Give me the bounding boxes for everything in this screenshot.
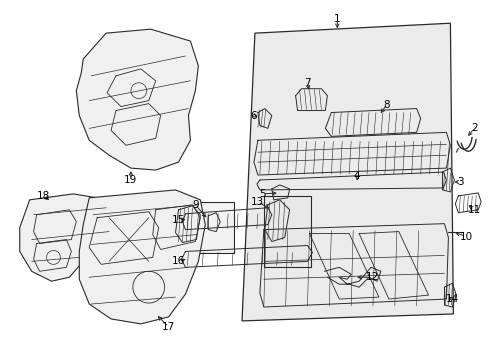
Bar — [264, 196, 311, 267]
Polygon shape — [76, 29, 198, 170]
Text: 13: 13 — [251, 197, 264, 207]
Polygon shape — [242, 23, 452, 321]
Text: 18: 18 — [37, 191, 50, 201]
Bar — [172, 202, 234, 253]
Text: 7: 7 — [304, 78, 310, 88]
Text: 16: 16 — [172, 256, 185, 266]
Text: 15: 15 — [172, 215, 185, 225]
Text: 1: 1 — [333, 14, 340, 24]
Text: 19: 19 — [124, 175, 137, 185]
Text: 5: 5 — [259, 189, 265, 199]
Polygon shape — [20, 194, 116, 281]
Text: 2: 2 — [470, 123, 477, 134]
Text: 4: 4 — [353, 171, 360, 181]
Text: 14: 14 — [445, 294, 458, 304]
Text: 8: 8 — [383, 100, 389, 109]
Text: 6: 6 — [250, 111, 257, 121]
Text: 3: 3 — [456, 177, 463, 187]
Polygon shape — [79, 190, 205, 324]
Text: 11: 11 — [467, 205, 480, 215]
Text: 10: 10 — [459, 231, 472, 242]
Text: 17: 17 — [162, 322, 175, 332]
Text: 12: 12 — [365, 272, 378, 282]
Text: 9: 9 — [192, 200, 198, 210]
